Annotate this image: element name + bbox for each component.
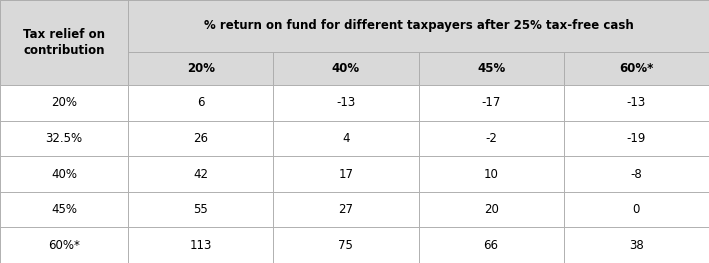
Bar — [564, 85, 709, 121]
Bar — [418, 52, 564, 85]
Bar — [564, 192, 709, 227]
Bar — [0, 192, 128, 227]
Text: 66: 66 — [484, 239, 498, 252]
Bar — [273, 121, 418, 156]
Bar — [273, 227, 418, 263]
Bar — [128, 121, 273, 156]
Bar — [418, 192, 564, 227]
Text: 75: 75 — [338, 239, 353, 252]
Bar — [273, 52, 418, 85]
Text: -2: -2 — [485, 132, 497, 145]
Bar — [418, 121, 564, 156]
Bar — [0, 156, 128, 192]
Text: 20%: 20% — [51, 96, 77, 109]
Text: 32.5%: 32.5% — [45, 132, 82, 145]
Bar — [128, 192, 273, 227]
Bar — [128, 52, 273, 85]
Bar — [564, 156, 709, 192]
Text: 113: 113 — [189, 239, 212, 252]
Bar — [128, 156, 273, 192]
Text: 17: 17 — [338, 168, 353, 180]
Text: 38: 38 — [629, 239, 644, 252]
Bar — [418, 156, 564, 192]
Bar — [0, 121, 128, 156]
Text: 60%*: 60%* — [619, 62, 654, 75]
Text: 20%: 20% — [186, 62, 215, 75]
Bar — [0, 227, 128, 263]
Bar — [418, 85, 564, 121]
Bar — [0, 0, 128, 85]
Text: % return on fund for different taxpayers after 25% tax-free cash: % return on fund for different taxpayers… — [203, 19, 633, 33]
Text: -13: -13 — [336, 96, 355, 109]
Text: 42: 42 — [193, 168, 208, 180]
Bar — [128, 85, 273, 121]
Text: 27: 27 — [338, 203, 353, 216]
Text: 45%: 45% — [51, 203, 77, 216]
Text: -19: -19 — [627, 132, 646, 145]
Bar — [418, 227, 564, 263]
Text: Tax relief on
contribution: Tax relief on contribution — [23, 28, 105, 57]
Text: -8: -8 — [630, 168, 642, 180]
Text: 10: 10 — [484, 168, 498, 180]
Text: 60%*: 60%* — [48, 239, 80, 252]
Text: 4: 4 — [342, 132, 350, 145]
Bar — [0, 85, 128, 121]
Text: 40%: 40% — [332, 62, 360, 75]
Text: 20: 20 — [484, 203, 498, 216]
Bar — [128, 0, 709, 52]
Text: 45%: 45% — [477, 62, 506, 75]
Bar — [273, 192, 418, 227]
Text: 0: 0 — [632, 203, 640, 216]
Text: 6: 6 — [197, 96, 204, 109]
Text: 26: 26 — [193, 132, 208, 145]
Text: -13: -13 — [627, 96, 646, 109]
Bar — [273, 156, 418, 192]
Bar — [128, 227, 273, 263]
Text: 55: 55 — [194, 203, 208, 216]
Bar — [564, 121, 709, 156]
Text: -17: -17 — [481, 96, 501, 109]
Bar — [273, 85, 418, 121]
Bar — [564, 227, 709, 263]
Text: 40%: 40% — [51, 168, 77, 180]
Bar — [564, 52, 709, 85]
